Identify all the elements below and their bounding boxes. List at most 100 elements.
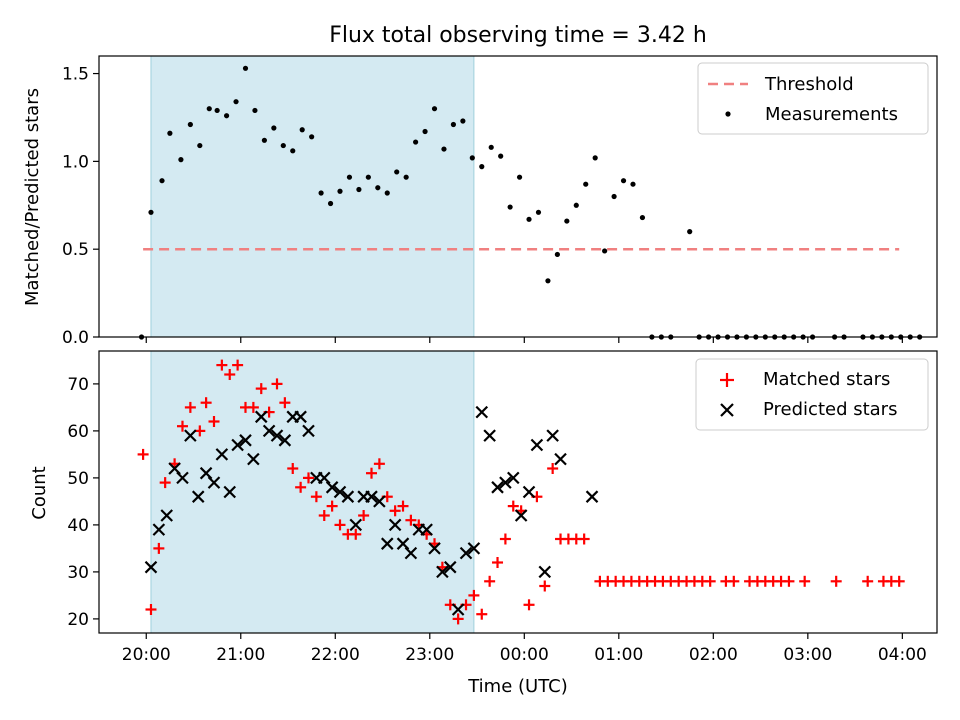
predicted-star-point	[333, 485, 347, 499]
matched-star-point	[279, 397, 291, 409]
measurement-point	[583, 181, 589, 187]
predicted-star-point	[231, 438, 244, 452]
measurement-point	[687, 229, 693, 235]
measurement-point	[488, 144, 494, 150]
predicted-star-point	[349, 518, 363, 532]
matched-star-point	[499, 533, 511, 545]
measurement-point	[197, 142, 203, 149]
bottom-y-tick-label: 60	[67, 422, 89, 442]
matched-star-point	[389, 505, 401, 517]
bottom-x-tick-label: 23:00	[405, 645, 454, 665]
predicted-star-point	[514, 509, 528, 522]
matched-star-point	[137, 448, 149, 460]
bottom-x-tick-label: 00:00	[500, 645, 549, 665]
legend-measurements-swatch	[725, 111, 731, 117]
measurement-point	[167, 130, 173, 136]
legend-matched-label: Matched stars	[763, 369, 890, 390]
measurement-point	[602, 248, 608, 254]
matched-star-point	[216, 359, 228, 371]
predicted-star-point	[554, 452, 567, 466]
matched-star-point	[578, 533, 590, 545]
measurement-point	[431, 106, 438, 112]
predicted-star-point	[325, 481, 339, 494]
matched-star-point	[862, 575, 874, 587]
bottom-axis-ticks: 20 30 40 50 60 70 20:00 21:00 22:00 23:00 00:00 01:…	[67, 375, 926, 665]
predicted-star-point	[239, 434, 252, 447]
predicted-star-point	[467, 542, 481, 555]
measurement-point	[337, 188, 343, 194]
measurement-point	[178, 157, 184, 163]
predicted-star-point	[294, 410, 307, 424]
predicted-star-point	[207, 476, 221, 489]
bottom-x-tick-label: 04:00	[878, 645, 927, 665]
top-y-tick-label: 1.0	[62, 152, 89, 172]
measurement-point	[545, 278, 551, 284]
measurement-point	[148, 209, 154, 215]
measurement-point	[620, 178, 627, 184]
predicted-star-point	[223, 485, 237, 499]
matched-star-point	[310, 491, 322, 503]
legend-matched-swatch	[720, 373, 734, 387]
measurement-point	[573, 202, 579, 208]
bottom-x-tick-label: 01:00	[594, 645, 643, 665]
measurement-point	[630, 181, 636, 187]
predicted-star-point	[365, 490, 378, 503]
measurement-point	[290, 148, 296, 154]
matched-star-point	[176, 420, 188, 432]
measurement-point	[441, 146, 447, 152]
matched-star-point	[271, 378, 283, 390]
predicted-star-point	[538, 565, 552, 579]
predicted-star-point	[499, 476, 512, 489]
matched-star-point	[492, 557, 504, 568]
top-y-tick-label: 1.5	[62, 65, 89, 85]
measurement-point	[346, 174, 353, 180]
measurement-point	[309, 134, 315, 140]
matched-star-point	[452, 613, 464, 625]
bottom-legend: Matched stars Predicted stars	[695, 358, 929, 431]
measurement-point	[365, 174, 371, 180]
top-y-tick-label: 0.0	[62, 328, 89, 348]
measurement-point	[233, 99, 239, 105]
predicted-star-point	[483, 429, 496, 442]
x-axis-label: Time (UTC)	[467, 676, 568, 697]
bottom-x-tick-label: 03:00	[783, 645, 832, 665]
matched-star-point	[547, 463, 559, 474]
matched-star-point	[255, 383, 267, 395]
predicted-star-point	[184, 429, 197, 442]
predicted-star-point	[436, 565, 449, 579]
measurement-point	[261, 137, 267, 143]
predicted-star-point	[270, 429, 284, 442]
matched-star-point	[318, 510, 330, 521]
top-chart-title: Flux total observing time = 3.42 h	[329, 23, 707, 48]
top-y-tick-label: 0.5	[62, 240, 89, 260]
measurement-point	[271, 125, 277, 131]
matched-star-point	[350, 528, 362, 540]
predicted-star-point	[428, 542, 441, 555]
matched-star-point	[799, 575, 811, 587]
predicted-star-point	[530, 438, 544, 452]
top-legend-box	[697, 62, 929, 135]
matched-star-point	[523, 599, 535, 611]
measurement-point	[450, 121, 457, 128]
bottom-y-tick-label: 40	[67, 516, 89, 536]
legend-measurements-label: Measurements	[765, 104, 898, 125]
matched-star-point	[200, 397, 212, 409]
measurement-point	[554, 251, 560, 258]
predicted-star-point	[262, 424, 276, 438]
matched-star-point	[366, 467, 378, 479]
measurement-point	[413, 139, 419, 145]
measurement-point	[460, 118, 466, 124]
top-plot-frame	[98, 55, 938, 338]
matched-star-point	[153, 542, 165, 554]
measurement-point	[206, 106, 212, 112]
measurement-point	[384, 190, 390, 196]
measurement-point	[327, 200, 334, 207]
predicted-star-point	[585, 490, 599, 503]
predicted-star-point	[191, 490, 205, 503]
bottom-y-tick-label: 70	[67, 375, 89, 395]
bottom-y-tick-label: 20	[67, 610, 89, 630]
predicted-star-point	[459, 546, 473, 560]
predicted-star-point	[373, 495, 386, 508]
measurement-point	[526, 216, 532, 222]
predicted-star-point	[546, 429, 559, 442]
